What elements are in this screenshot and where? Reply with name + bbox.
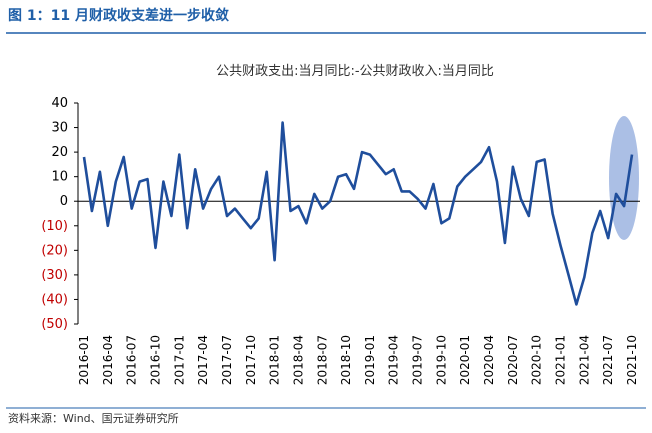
- y-tick-label: (40): [41, 292, 68, 307]
- x-tick-label: 2021-01: [554, 335, 568, 385]
- x-tick-label: 2019-07: [411, 335, 425, 385]
- x-tick-label: 2020-07: [506, 335, 520, 385]
- x-tick-label: 2021-10: [625, 335, 639, 385]
- x-tick-label: 2020-01: [458, 335, 472, 385]
- x-tick-label: 2020-10: [530, 335, 544, 385]
- x-tick-label: 2018-01: [268, 335, 282, 385]
- y-tick-label: 0: [60, 194, 68, 209]
- x-tick-label: 2021-07: [601, 335, 615, 385]
- source-note: 资料来源：Wind、国元证券研究所: [8, 411, 179, 425]
- x-tick-label: 2019-10: [434, 335, 448, 385]
- y-tick-label: (50): [41, 317, 68, 332]
- x-tick-label: 2019-04: [387, 335, 401, 385]
- x-tick-label: 2018-07: [315, 335, 329, 385]
- y-tick-label: (10): [41, 219, 68, 234]
- y-tick-label: 20: [51, 145, 68, 160]
- x-tick-label: 2016-01: [77, 335, 91, 385]
- data-line: [82, 121, 634, 306]
- figure-title: 图 1：11 月财政收支差进一步收敛: [8, 7, 229, 24]
- highlight-ellipse: [609, 116, 639, 240]
- chart-title: 公共财政支出:当月同比:-公共财政收入:当月同比: [216, 64, 494, 79]
- y-tick-label: 40: [51, 96, 68, 111]
- x-tick-label: 2017-04: [196, 335, 210, 385]
- x-tick-label: 2017-10: [244, 335, 258, 385]
- x-tick-label: 2021-04: [577, 335, 591, 385]
- x-tick-label: 2019-01: [363, 335, 377, 385]
- y-tick-label: (30): [41, 268, 68, 283]
- x-tick-label: 2018-04: [291, 335, 305, 385]
- x-tick-label: 2017-01: [172, 335, 186, 385]
- x-tick-label: 2017-07: [220, 335, 234, 385]
- x-tick-label: 2016-07: [125, 335, 139, 385]
- x-tick-label: 2016-04: [101, 335, 115, 385]
- x-tick-label: 2020-04: [482, 335, 496, 385]
- x-tick-label: 2016-10: [148, 335, 162, 385]
- y-tick-label: 10: [51, 170, 68, 185]
- x-tick-label: 2018-10: [339, 335, 353, 385]
- y-tick-label: 30: [51, 121, 68, 136]
- y-tick-label: (20): [41, 243, 68, 258]
